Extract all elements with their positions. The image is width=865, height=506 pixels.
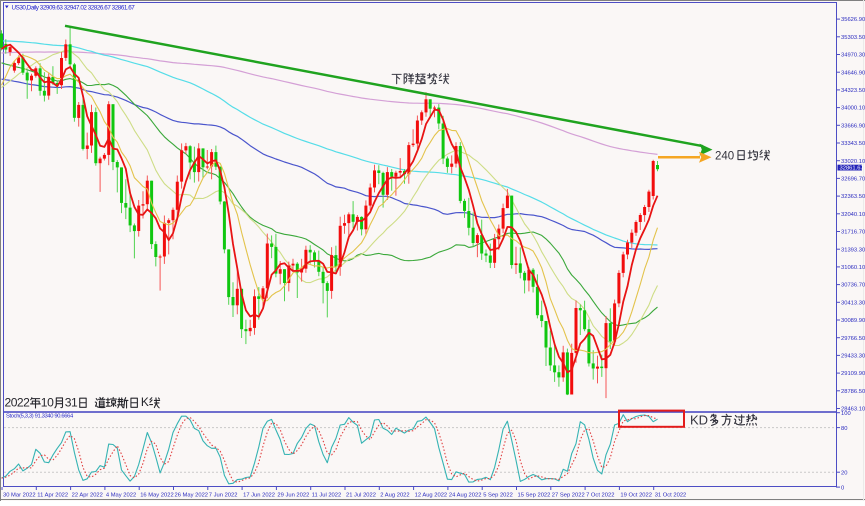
svg-text:32696.70: 32696.70 <box>841 177 865 183</box>
svg-text:33020.10: 33020.10 <box>841 159 865 165</box>
svg-text:17 Jun 2022: 17 Jun 2022 <box>243 492 275 498</box>
svg-text:15 Sep 2022: 15 Sep 2022 <box>518 492 551 498</box>
svg-text:32363.50: 32363.50 <box>841 194 865 200</box>
svg-text:1: 1 <box>71 395 78 409</box>
svg-text:80: 80 <box>841 426 847 432</box>
svg-text:7 Jun 2022: 7 Jun 2022 <box>209 492 238 498</box>
svg-text:29433.30: 29433.30 <box>841 354 865 360</box>
svg-text:32040.10: 32040.10 <box>841 212 865 218</box>
svg-text:Stoch(5,3,3) 91.3340 90.6664: Stoch(5,3,3) 91.3340 90.6664 <box>6 414 74 420</box>
svg-text:31060.10: 31060.10 <box>841 265 865 271</box>
svg-text:22 Apr 2022: 22 Apr 2022 <box>72 492 103 498</box>
svg-text:2: 2 <box>5 395 12 409</box>
svg-text:29766.50: 29766.50 <box>841 336 865 342</box>
svg-text:28786.50: 28786.50 <box>841 389 865 395</box>
svg-text:0: 0 <box>47 395 54 409</box>
svg-text:2: 2 <box>17 395 24 409</box>
svg-text:30 Mar 2022: 30 Mar 2022 <box>3 492 36 498</box>
svg-text:33343.50: 33343.50 <box>841 141 865 147</box>
svg-text:0: 0 <box>841 485 844 491</box>
svg-text:33666.90: 33666.90 <box>841 123 865 129</box>
svg-text:30736.70: 30736.70 <box>841 283 865 289</box>
svg-text:29109.90: 29109.90 <box>841 371 865 377</box>
svg-text:24 Aug 2022: 24 Aug 2022 <box>449 492 482 498</box>
svg-text:100: 100 <box>841 411 851 417</box>
svg-text:2 Aug 2022: 2 Aug 2022 <box>380 492 409 498</box>
svg-text:1: 1 <box>41 395 48 409</box>
svg-text:34323.50: 34323.50 <box>841 88 865 94</box>
svg-text:19 Oct 2022: 19 Oct 2022 <box>620 492 652 498</box>
svg-text:29 Jun 2022: 29 Jun 2022 <box>277 492 309 498</box>
svg-text:5 Sep 2022: 5 Sep 2022 <box>483 492 513 498</box>
svg-text:4 May 2022: 4 May 2022 <box>106 492 136 498</box>
svg-text:28463.10: 28463.10 <box>841 407 865 413</box>
svg-text:30089.90: 30089.90 <box>841 318 865 324</box>
svg-text:0: 0 <box>11 395 18 409</box>
svg-text:K: K <box>141 395 149 409</box>
svg-text:20: 20 <box>841 471 847 477</box>
svg-text:US30,Daily 32909.63 32947.02: US30,Daily 32909.63 32947.02 32826.67 32… <box>12 4 136 11</box>
svg-text:34646.90: 34646.90 <box>841 70 865 76</box>
svg-text:7 Oct 2022: 7 Oct 2022 <box>586 492 614 498</box>
svg-text:26 May 2022: 26 May 2022 <box>175 492 209 498</box>
svg-text:11 Apr 2022: 11 Apr 2022 <box>37 492 68 498</box>
svg-text:21 Jul 2022: 21 Jul 2022 <box>346 492 376 498</box>
svg-text:32861.67: 32861.67 <box>840 166 864 172</box>
svg-text:27 Sep 2022: 27 Sep 2022 <box>552 492 585 498</box>
svg-text:12 Aug 2022: 12 Aug 2022 <box>415 492 448 498</box>
svg-text:35626.90: 35626.90 <box>841 17 865 23</box>
svg-text:30413.30: 30413.30 <box>841 300 865 306</box>
svg-text:34000.10: 34000.10 <box>841 106 865 112</box>
svg-text:2: 2 <box>23 395 30 409</box>
svg-text:35303.50: 35303.50 <box>841 35 865 41</box>
svg-text:16 May 2022: 16 May 2022 <box>140 492 174 498</box>
svg-text:31716.70: 31716.70 <box>841 230 865 236</box>
svg-text:3: 3 <box>65 395 72 409</box>
svg-text:240: 240 <box>715 151 734 163</box>
svg-text:31 Oct 2022: 31 Oct 2022 <box>655 492 687 498</box>
svg-text:31393.30: 31393.30 <box>841 247 865 253</box>
svg-text:KD: KD <box>690 413 708 428</box>
svg-text:11 Jul 2022: 11 Jul 2022 <box>312 492 342 498</box>
svg-text:34970.30: 34970.30 <box>841 53 865 59</box>
